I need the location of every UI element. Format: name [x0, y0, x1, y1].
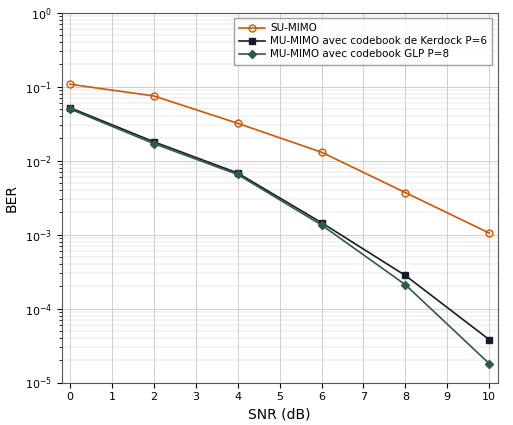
MU-MIMO avec codebook GLP P=8: [234, 172, 241, 177]
SU-MIMO: [67, 82, 73, 87]
SU-MIMO: [319, 150, 325, 155]
Line: SU-MIMO: SU-MIMO: [67, 81, 492, 236]
MU-MIMO avec codebook de Kerdock P=6: [151, 139, 157, 144]
Line: MU-MIMO avec codebook GLP P=8: MU-MIMO avec codebook GLP P=8: [67, 106, 492, 366]
MU-MIMO avec codebook de Kerdock P=6: [234, 170, 241, 176]
MU-MIMO avec codebook GLP P=8: [319, 222, 325, 227]
Legend: SU-MIMO, MU-MIMO avec codebook de Kerdock P=6, MU-MIMO avec codebook GLP P=8: SU-MIMO, MU-MIMO avec codebook de Kerdoc…: [234, 18, 492, 65]
Line: MU-MIMO avec codebook de Kerdock P=6: MU-MIMO avec codebook de Kerdock P=6: [67, 105, 492, 343]
MU-MIMO avec codebook de Kerdock P=6: [486, 337, 492, 342]
X-axis label: SNR (dB): SNR (dB): [248, 408, 311, 422]
SU-MIMO: [486, 230, 492, 235]
SU-MIMO: [402, 190, 408, 195]
MU-MIMO avec codebook de Kerdock P=6: [67, 105, 73, 110]
SU-MIMO: [151, 94, 157, 99]
MU-MIMO avec codebook de Kerdock P=6: [402, 273, 408, 278]
MU-MIMO avec codebook GLP P=8: [151, 141, 157, 146]
SU-MIMO: [234, 121, 241, 126]
MU-MIMO avec codebook GLP P=8: [67, 106, 73, 111]
MU-MIMO avec codebook GLP P=8: [402, 282, 408, 287]
MU-MIMO avec codebook de Kerdock P=6: [319, 220, 325, 225]
MU-MIMO avec codebook GLP P=8: [486, 361, 492, 366]
Y-axis label: BER: BER: [5, 184, 19, 212]
